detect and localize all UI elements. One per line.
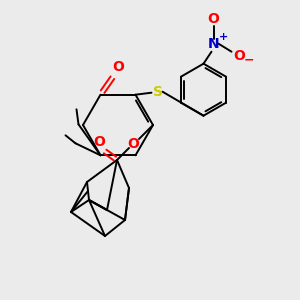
Text: S: S: [152, 85, 163, 99]
Text: N: N: [208, 37, 219, 51]
Text: O: O: [234, 49, 245, 63]
Text: +: +: [219, 32, 228, 42]
Text: −: −: [243, 53, 254, 66]
Text: O: O: [112, 60, 124, 74]
Text: O: O: [208, 12, 219, 26]
Text: O: O: [93, 135, 105, 149]
Text: O: O: [127, 137, 139, 151]
